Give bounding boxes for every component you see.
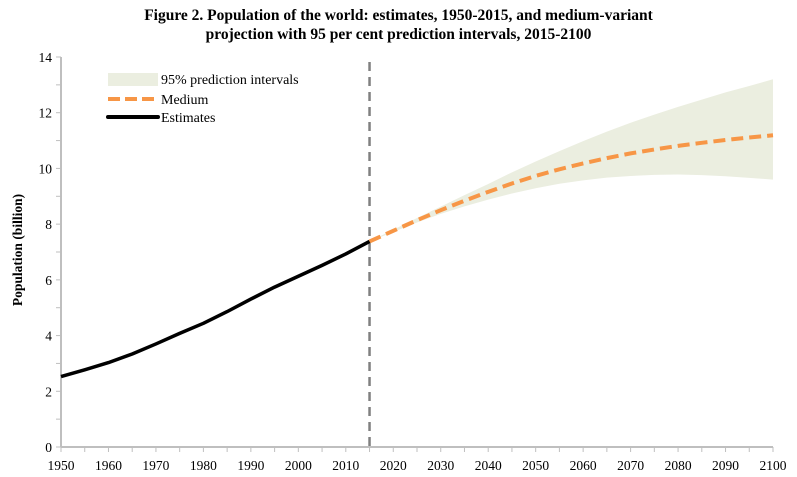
x-tick-label: 2070 (617, 458, 644, 473)
x-tick-label: 2050 (522, 458, 549, 473)
x-tick-label: 2040 (475, 458, 502, 473)
x-tick-label: 2080 (665, 458, 692, 473)
legend: 95% prediction intervals Medium Estimate… (106, 73, 299, 126)
chart-title: Figure 2. Population of the world: estim… (0, 6, 797, 44)
y-tick-label: 0 (45, 440, 52, 455)
x-tick-label: 2000 (285, 458, 312, 473)
x-tick-label: 2030 (427, 458, 454, 473)
y-tick-label: 8 (45, 217, 52, 232)
y-tick-label: 14 (39, 50, 53, 65)
medium-series-line (368, 133, 774, 244)
x-tick-label: 2100 (760, 458, 787, 473)
legend-label-estimates: Estimates (161, 111, 215, 126)
y-tick-label: 2 (45, 384, 52, 399)
series-layer (60, 133, 774, 379)
chart-title-line-2: projection with 95 per cent prediction i… (205, 26, 592, 43)
y-tick-label: 10 (39, 161, 53, 176)
y-tick-label: 4 (45, 329, 52, 344)
x-tick-label: 1950 (48, 458, 75, 473)
y-axis-label: Population (billion) (10, 194, 25, 306)
x-tick-label: 2020 (380, 458, 407, 473)
legend-swatch-band (108, 73, 158, 86)
x-tick-label: 1970 (142, 458, 169, 473)
tick-labels: 0 2 4 6 8 10 12 14 1950 1960 1970 1980 1990 2000 2010 2… (39, 50, 787, 473)
estimates-series-line (60, 239, 371, 379)
chart-title-line-1: Figure 2. Population of the world: estim… (144, 7, 653, 24)
x-tick-label: 2060 (570, 458, 597, 473)
x-tick-label: 2010 (332, 458, 359, 473)
axes-layer (56, 56, 774, 452)
x-tick-label: 1960 (95, 458, 122, 473)
band-layer (369, 79, 773, 242)
legend-label-band: 95% prediction intervals (161, 73, 299, 88)
x-tick-label: 1990 (237, 458, 264, 473)
prediction-interval-band (369, 79, 773, 242)
x-tick-label: 2090 (712, 458, 739, 473)
legend-label-medium: Medium (161, 93, 209, 108)
y-tick-label: 6 (45, 273, 52, 288)
y-tick-label: 12 (39, 106, 53, 121)
x-tick-label: 1980 (190, 458, 217, 473)
